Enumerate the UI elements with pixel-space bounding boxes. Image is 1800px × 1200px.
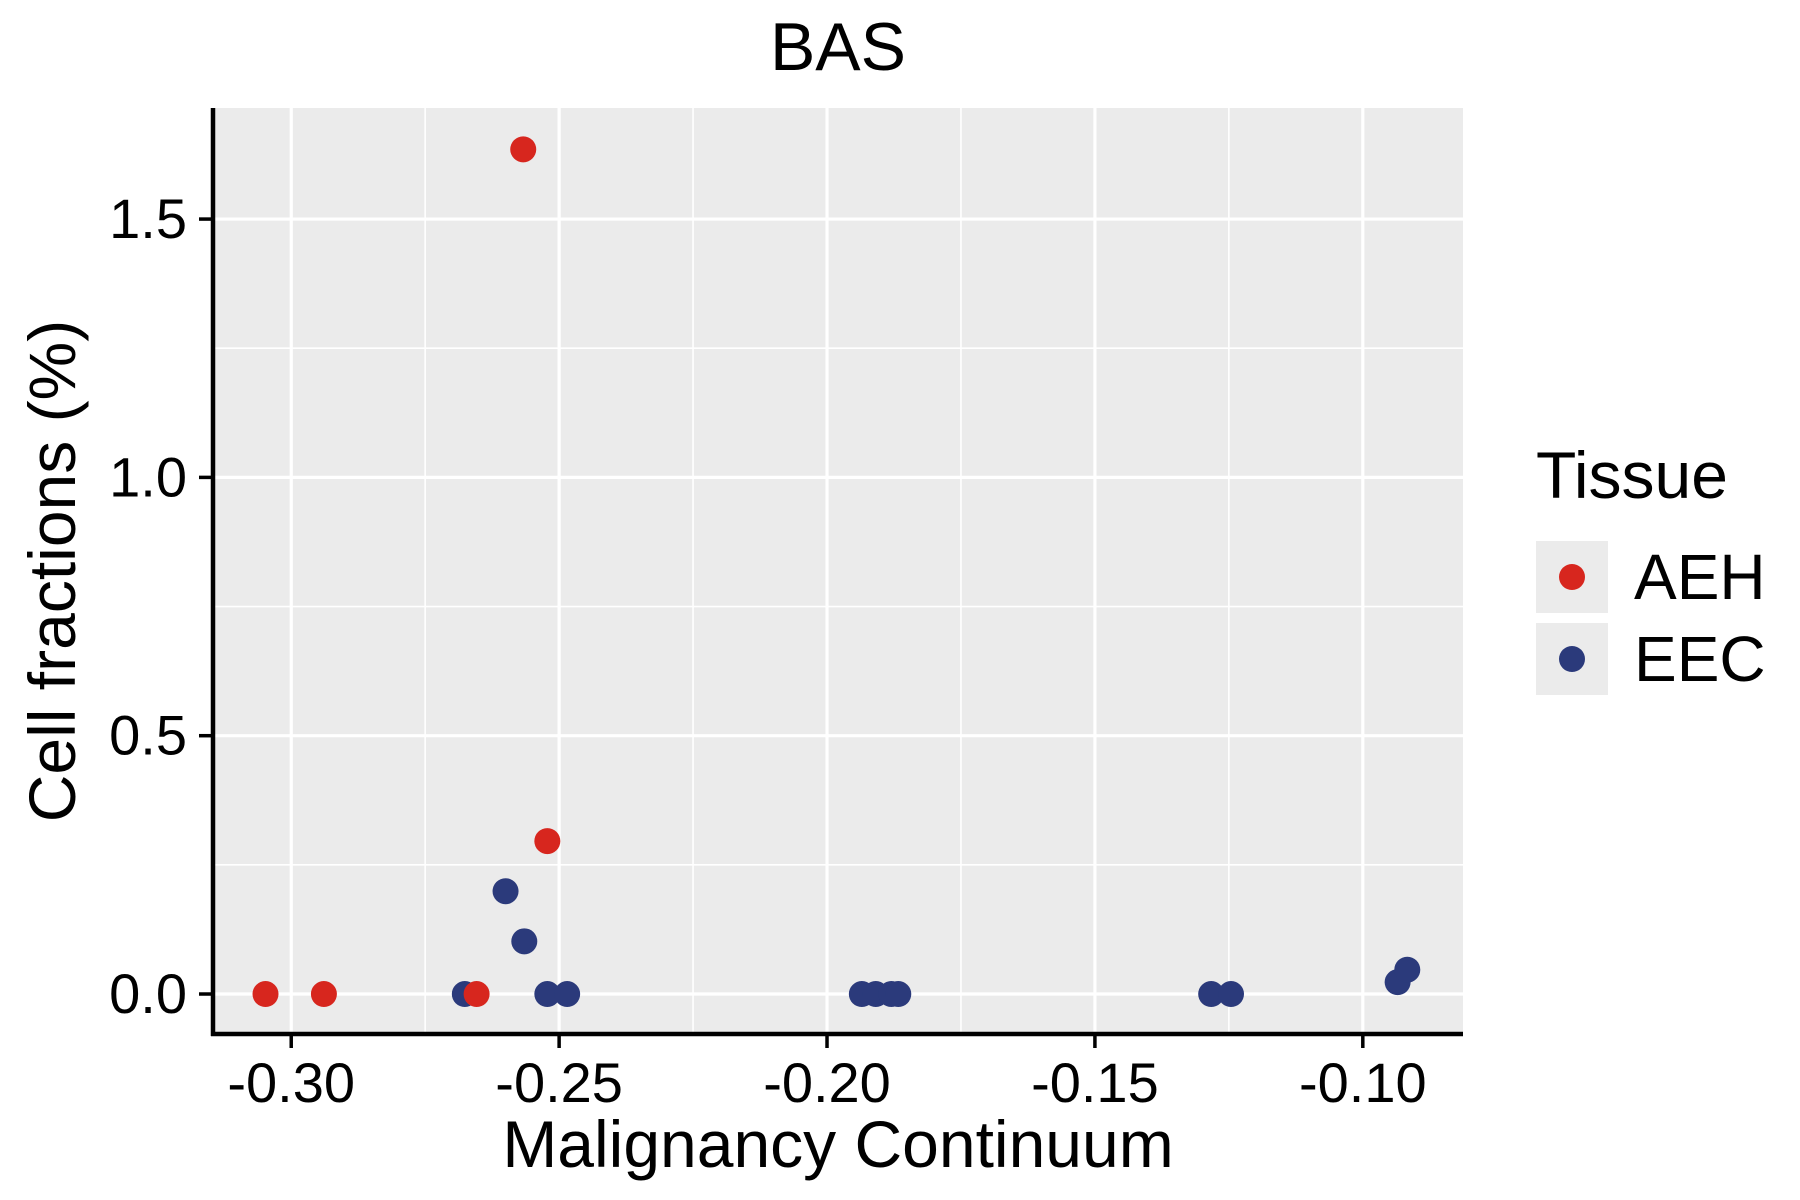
data-point-eec <box>492 878 519 905</box>
data-point-eec <box>554 981 581 1008</box>
legend-key-eec <box>1536 622 1608 695</box>
legend-title: Tissue <box>1536 438 1728 512</box>
x-tick-label: -0.15 <box>1031 1051 1159 1114</box>
data-point-aeh <box>252 981 279 1008</box>
y-tick-label: 1.0 <box>109 445 187 508</box>
plot-panel <box>213 108 1463 1034</box>
y-tick-label: 1.5 <box>109 187 187 250</box>
aeh-dot-icon <box>1559 563 1585 590</box>
data-point-aeh <box>310 981 337 1008</box>
eec-dot-icon <box>1559 645 1585 672</box>
legend-label-eec: EEC <box>1634 622 1766 695</box>
data-point-eec <box>1218 981 1245 1008</box>
data-point-eec <box>1198 981 1225 1008</box>
data-point-eec <box>885 981 912 1008</box>
legend-label-aeh: AEH <box>1634 540 1766 613</box>
data-point-aeh <box>510 136 537 163</box>
data-point-eec <box>534 981 561 1008</box>
x-tick-label: -0.20 <box>763 1051 891 1114</box>
data-point-aeh <box>463 981 490 1008</box>
x-tick-label: -0.10 <box>1299 1051 1427 1114</box>
x-tick-label: -0.30 <box>227 1051 355 1114</box>
y-tick-label: 0.5 <box>109 704 187 767</box>
legend: Tissue AEH EEC <box>1536 438 1766 704</box>
data-point-aeh <box>534 828 561 855</box>
y-tick-label: 0.0 <box>109 962 187 1025</box>
legend-item-eec: EEC <box>1536 622 1766 696</box>
legend-item-aeh: AEH <box>1536 540 1766 614</box>
y-axis-title: Cell fractions (%) <box>15 319 89 823</box>
legend-key-aeh <box>1536 540 1608 613</box>
data-point-eec <box>511 928 538 955</box>
plot-title: BAS <box>769 9 907 85</box>
x-axis-title: Malignancy Continuum <box>502 1107 1174 1181</box>
data-point-eec <box>1394 956 1421 983</box>
x-tick-label: -0.25 <box>495 1051 623 1114</box>
